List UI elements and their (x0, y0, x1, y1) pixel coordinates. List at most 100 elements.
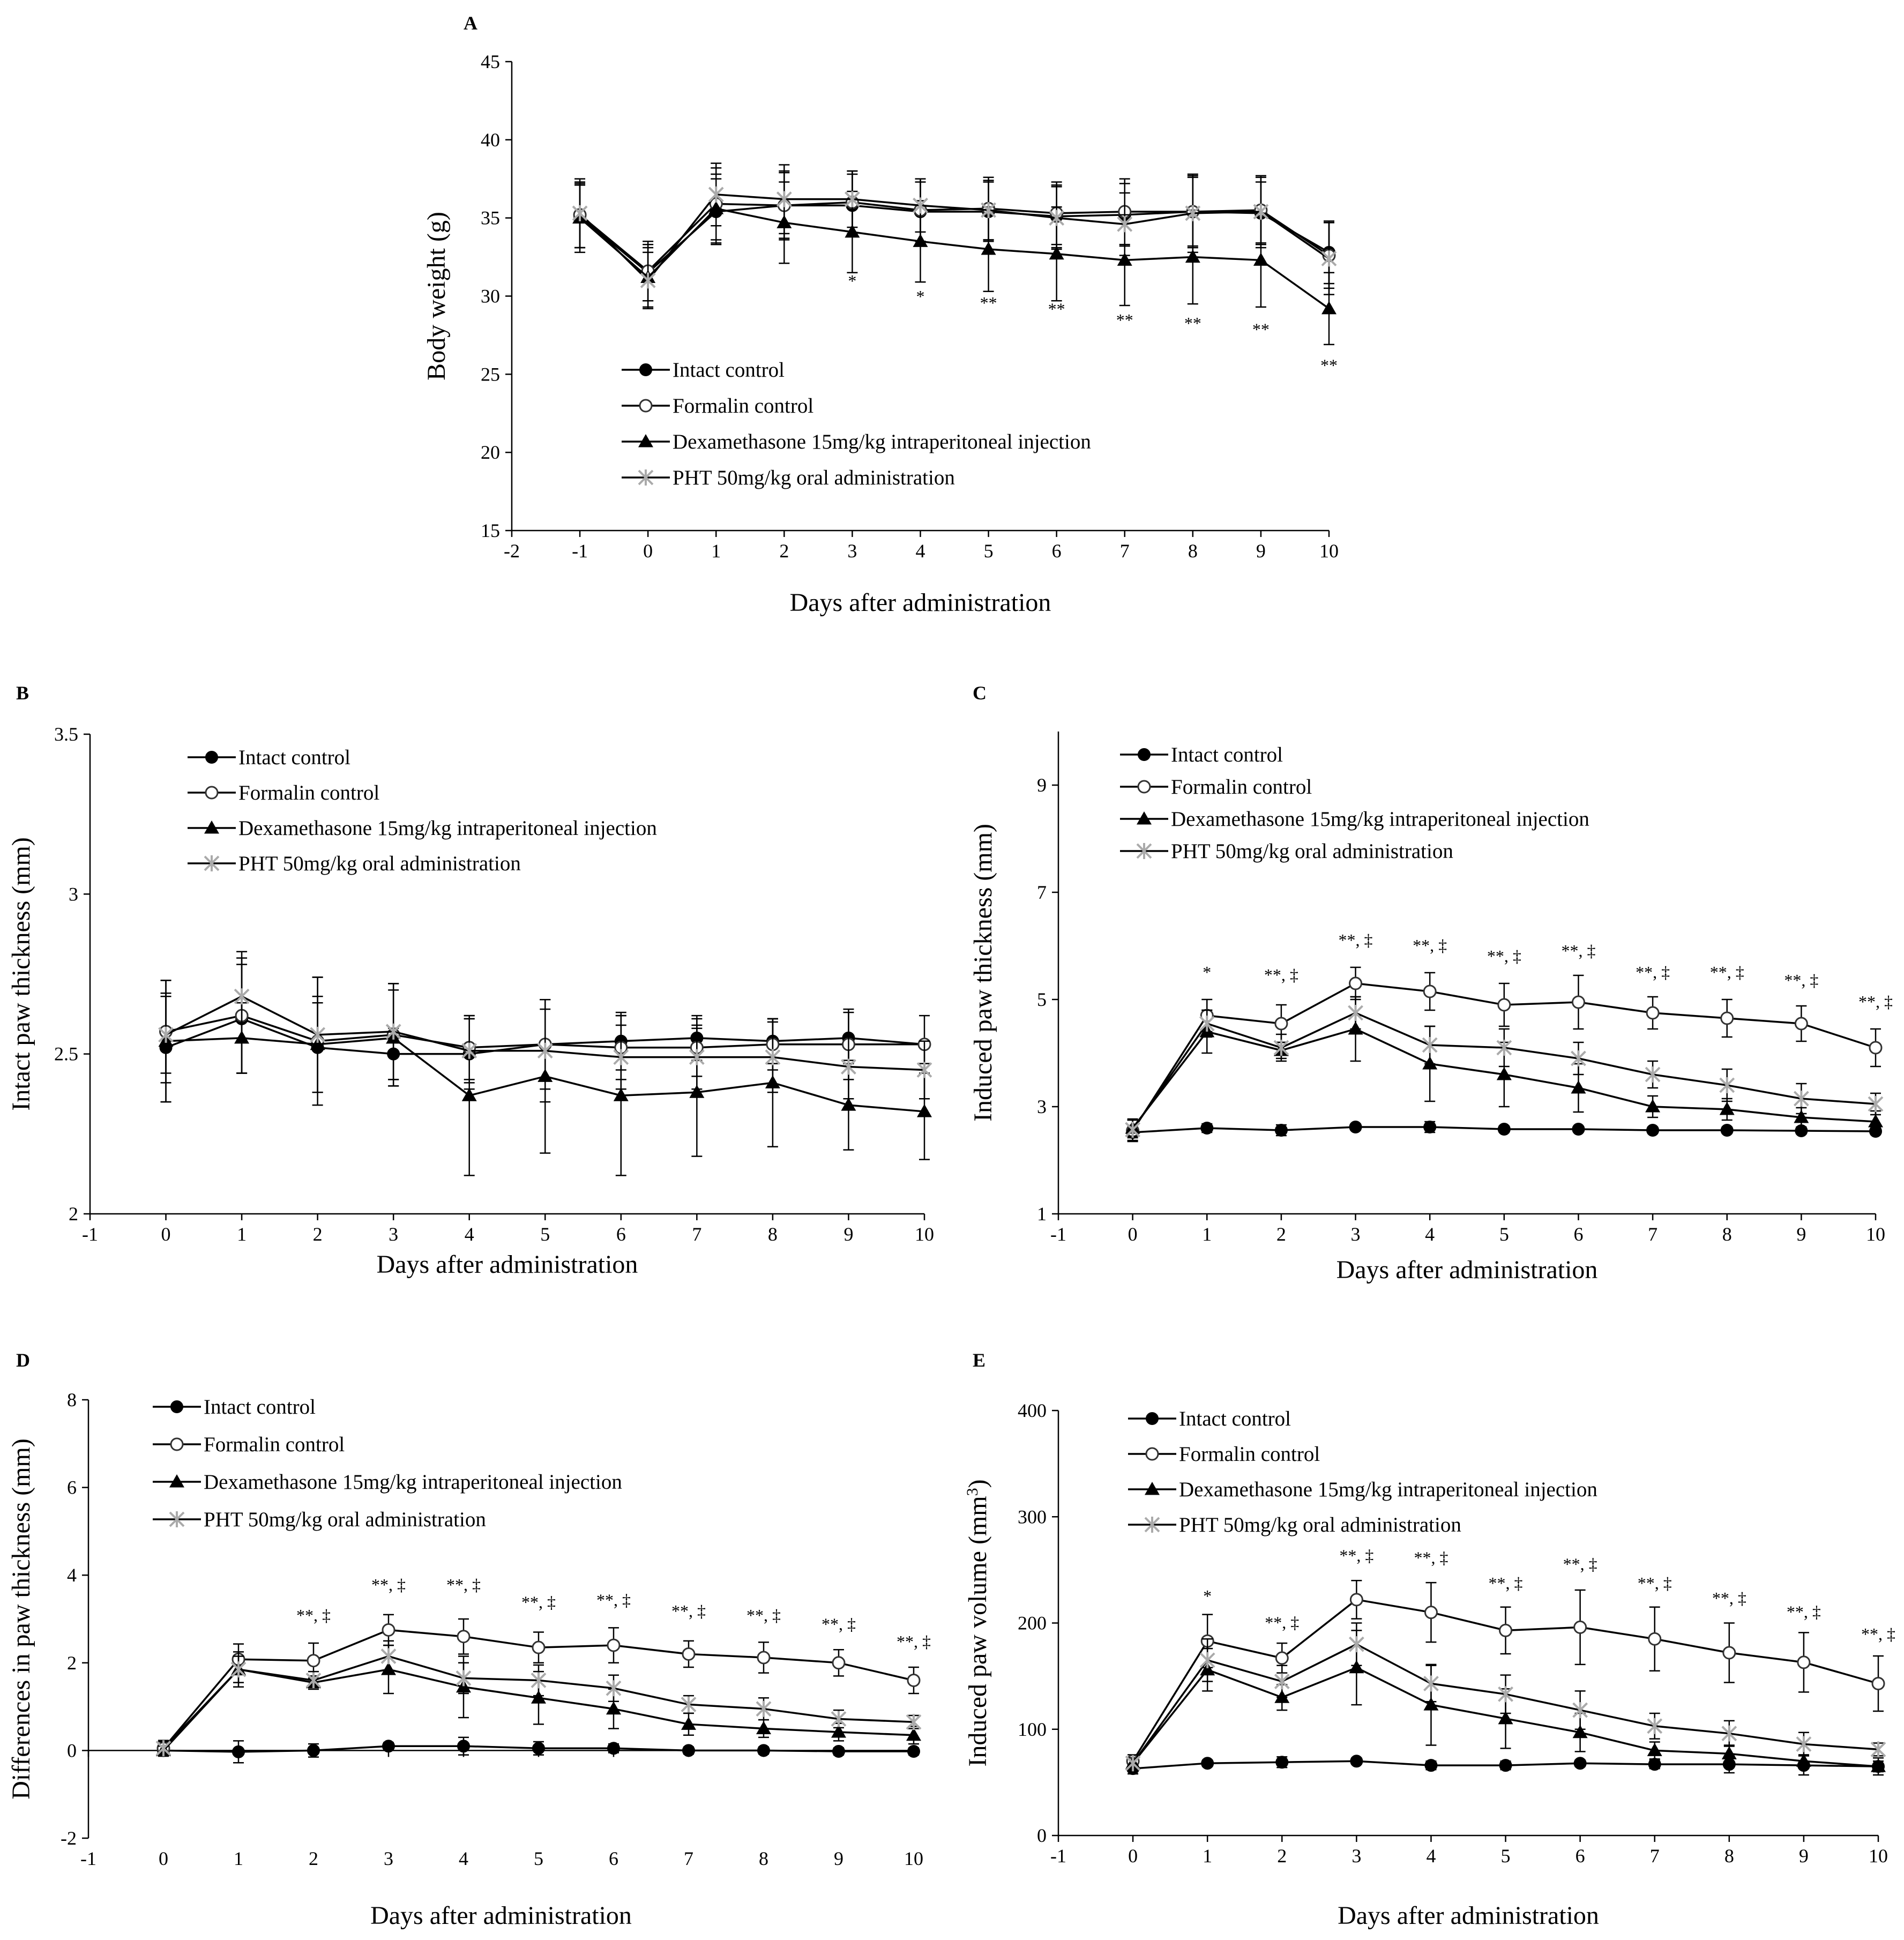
significance-label: **, ‡ (1710, 962, 1744, 982)
data-point (1571, 1050, 1586, 1066)
data-point (841, 1098, 856, 1111)
data-point (640, 272, 656, 289)
y-tick-label: 15 (481, 520, 500, 541)
legend-marker (1136, 843, 1152, 859)
y-tick-label: 2 (69, 1203, 78, 1225)
data-point (1868, 1114, 1883, 1128)
significance-label: ** (1320, 356, 1338, 375)
data-point (917, 1104, 932, 1117)
series-3 (1125, 1622, 1886, 1772)
data-point (1199, 1016, 1215, 1032)
data-point (1349, 1593, 1363, 1607)
data-point (831, 1725, 846, 1738)
data-point (776, 191, 792, 207)
legend-marker (205, 786, 219, 800)
data-point (1423, 1675, 1439, 1692)
data-point (1720, 1011, 1734, 1025)
legend-marker (638, 469, 654, 486)
y-tick-label: 100 (1018, 1719, 1047, 1740)
significance-label: **, ‡ (822, 1614, 856, 1633)
legend-label: Formalin control (1171, 775, 1312, 799)
data-point (682, 1744, 695, 1757)
data-point (1422, 1037, 1438, 1053)
data-point (1348, 1636, 1364, 1653)
data-point (1049, 246, 1064, 260)
y-tick-label: 3 (69, 883, 78, 905)
x-axis-title: Days after administration (1338, 1901, 1599, 1930)
legend-marker (205, 751, 218, 764)
panel-label: C (973, 682, 987, 704)
y-tick-label: 1 (1037, 1203, 1047, 1225)
data-point (1870, 1741, 1886, 1758)
data-point (832, 1745, 845, 1758)
x-tick-label: 7 (1648, 1223, 1657, 1245)
data-point (981, 242, 996, 255)
legend-label: Formalin control (204, 1433, 345, 1456)
x-tick-label: 8 (1724, 1845, 1734, 1867)
legend-label: Formalin control (1179, 1443, 1320, 1466)
y-axis-title-text: Induced paw volume (mm (964, 1496, 992, 1766)
series-0 (157, 1736, 920, 1764)
y-tick-label: 45 (481, 51, 500, 72)
legend-label: Dexamethasone 15mg/kg intraperitoneal in… (673, 430, 1091, 453)
data-point (1253, 252, 1268, 266)
x-tick-label: 8 (768, 1223, 778, 1245)
y-axis-title-sup: 3 (964, 1488, 981, 1496)
y-tick-label: 20 (481, 442, 500, 463)
x-tick-label: 5 (984, 540, 994, 562)
data-point (1571, 995, 1585, 1009)
data-point (756, 1700, 772, 1717)
data-point (1868, 1096, 1884, 1112)
legend-marker (1146, 1412, 1159, 1425)
legend-marker (638, 434, 653, 447)
y-tick-label: 3 (1037, 1096, 1047, 1117)
data-point (1646, 1124, 1660, 1137)
data-point (461, 1088, 477, 1101)
data-point (1496, 1067, 1512, 1080)
data-point (607, 1742, 620, 1755)
legend-marker (170, 1437, 184, 1451)
x-tick-label: -2 (504, 540, 520, 562)
data-point (1648, 1632, 1662, 1646)
data-point (1423, 1121, 1437, 1133)
legend-label: Formalin control (238, 781, 379, 804)
x-tick-label: 6 (1573, 1223, 1583, 1245)
significance-label: **, ‡ (1264, 965, 1298, 984)
y-tick-label: 4 (67, 1564, 77, 1586)
series-0 (1126, 1121, 1882, 1139)
data-point (1273, 1040, 1289, 1056)
panel-c: C 1 3 5 7 9 -1 0 1 2 3 4 5 6 7 8 9 10 Days after administr… (969, 682, 1893, 1284)
panel-d: D -2 0 2 4 6 8 -1 0 1 2 3 4 5 6 7 8 9 10 Days after adminis… (7, 1349, 931, 1930)
data-point (1349, 1660, 1364, 1674)
x-tick-label: 9 (1256, 540, 1266, 562)
data-point (906, 1727, 921, 1741)
data-point (1497, 998, 1511, 1012)
x-tick-label: 10 (1869, 1845, 1888, 1867)
data-point (841, 1058, 856, 1075)
significance-label: **, ‡ (446, 1575, 481, 1594)
data-point (1274, 1017, 1288, 1031)
y-tick-label: 200 (1018, 1613, 1047, 1634)
data-point (1424, 1759, 1438, 1772)
y-tick-label: 9 (1037, 774, 1047, 796)
significance-label: **, ‡ (1413, 936, 1447, 955)
data-point (1349, 976, 1363, 990)
x-tick-label: 5 (1499, 1223, 1509, 1245)
data-point (307, 1744, 320, 1757)
significance-label: **, ‡ (1489, 1573, 1523, 1593)
x-tick-label: -1 (1050, 1845, 1066, 1867)
data-point (1117, 252, 1132, 266)
data-point (457, 1740, 470, 1753)
panel-label: E (973, 1349, 985, 1371)
x-tick-label: 1 (237, 1223, 247, 1245)
data-point (1719, 1102, 1735, 1115)
significance-label: **, ‡ (1265, 1613, 1299, 1632)
x-tick-label: 2 (313, 1223, 323, 1245)
data-point (1797, 1655, 1811, 1669)
legend-label: Dexamethasone 15mg/kg intraperitoneal in… (1171, 808, 1589, 831)
x-tick-label: 3 (1351, 1223, 1361, 1245)
series-line (579, 201, 1330, 273)
legend-label: Intact control (673, 359, 785, 382)
x-tick-label: 1 (1203, 1845, 1212, 1867)
